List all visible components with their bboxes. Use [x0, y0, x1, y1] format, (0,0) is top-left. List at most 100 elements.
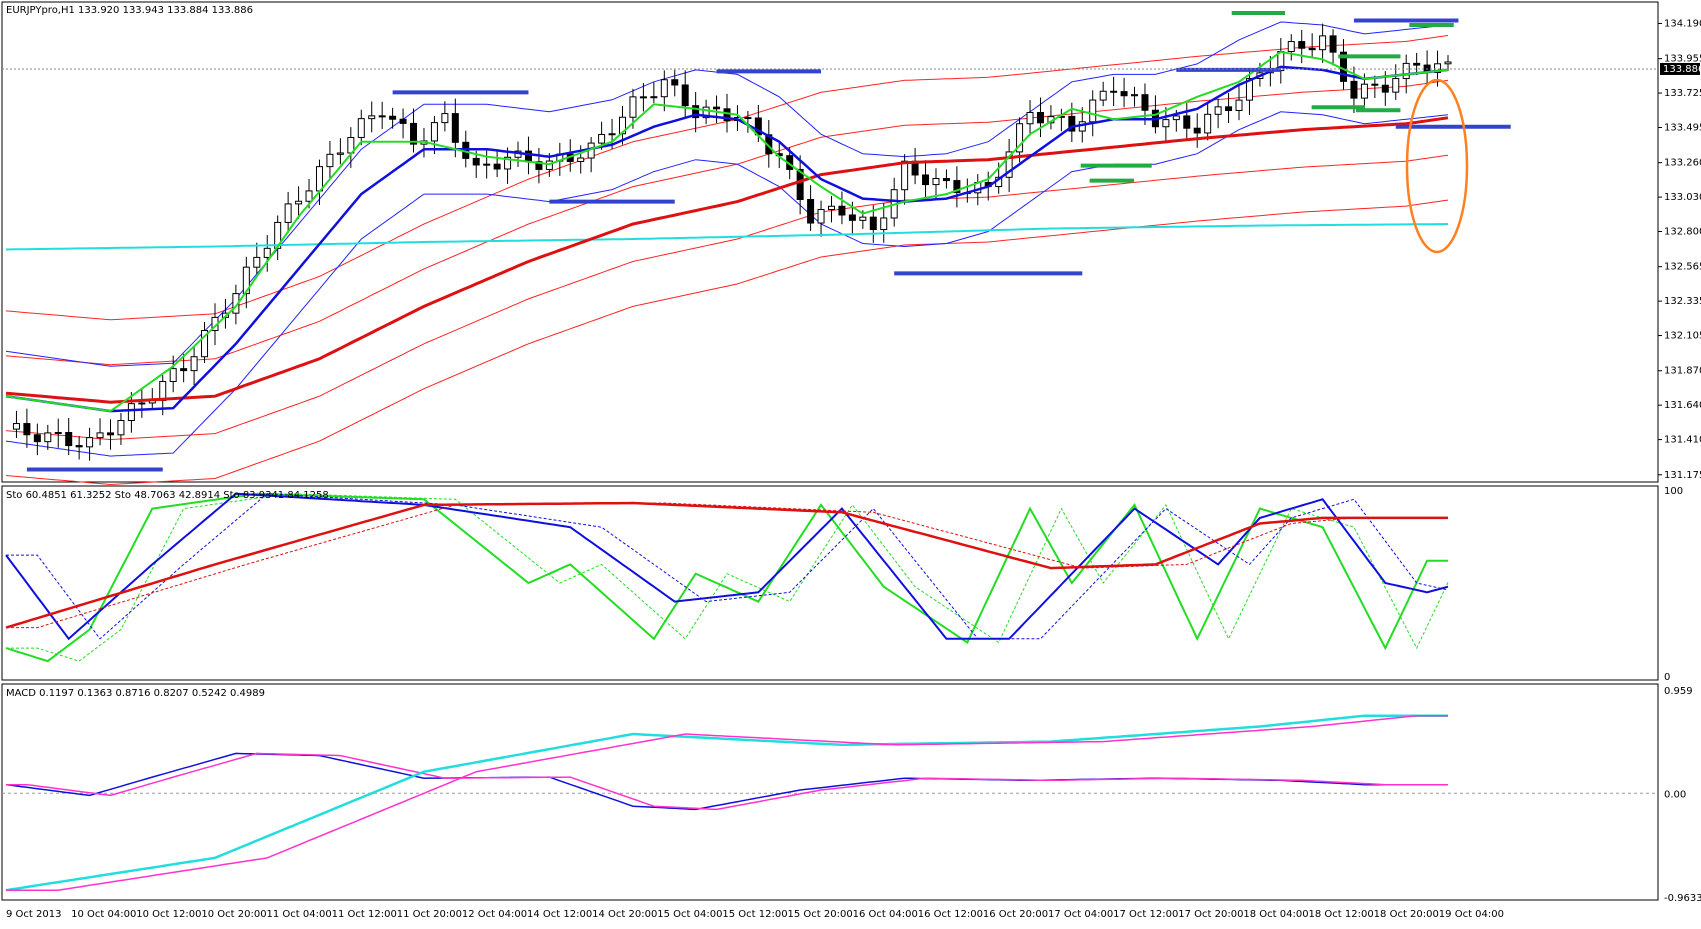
- candle-body: [1444, 61, 1452, 65]
- candle-body: [263, 247, 271, 258]
- time-tick-label: 18 Oct 12:00: [1309, 909, 1374, 920]
- candle-body: [65, 431, 73, 447]
- red-envelope-3: [5, 199, 1449, 486]
- macd-signal-slow: [6, 714, 1448, 891]
- candle-body: [169, 368, 177, 383]
- price-tick-label: 131.175: [1664, 470, 1701, 481]
- candle-body: [180, 368, 188, 372]
- candle-body: [1350, 80, 1358, 99]
- candle-body: [608, 133, 616, 136]
- stochastic-signal-1: [6, 493, 1449, 640]
- candle-body: [54, 431, 62, 434]
- cyan-ma-line: [5, 223, 1449, 251]
- stochastic-tick-label: 0: [1664, 672, 1670, 683]
- candle-body: [483, 163, 491, 166]
- highlight-ellipse: [1405, 78, 1469, 254]
- moving-averages-layer: [5, 50, 1449, 413]
- candle-body: [127, 403, 135, 421]
- time-tick-label: 16 Oct 20:00: [983, 909, 1048, 920]
- candle-body: [1089, 99, 1097, 123]
- candle-body: [357, 118, 365, 138]
- candle-body: [1360, 83, 1368, 99]
- candle-body: [1434, 63, 1442, 74]
- time-tick-label: 15 Oct 20:00: [788, 909, 853, 920]
- candle-body: [807, 198, 815, 224]
- stochastic-signal-0: [6, 493, 1449, 662]
- stochastic-tick-label: 100: [1664, 486, 1683, 497]
- candle-body: [504, 156, 512, 170]
- candle-body: [305, 190, 313, 202]
- candle-body: [1162, 119, 1170, 128]
- time-tick-label: 14 Oct 20:00: [592, 909, 657, 920]
- candle-body: [253, 256, 261, 268]
- candle-body: [1235, 99, 1243, 112]
- candle-body: [535, 161, 543, 170]
- candle-body: [524, 150, 532, 163]
- time-tick-label: 19 Oct 04:00: [1439, 909, 1504, 920]
- stochastic-line-2: [5, 501, 1448, 629]
- macd-panel-header: MACD 0.1197 0.1363 0.8716 0.8207 0.5242 …: [6, 688, 265, 699]
- candle-body: [472, 157, 480, 166]
- candle-body: [619, 116, 627, 135]
- green-ma-line: [5, 50, 1449, 413]
- candle-body: [1110, 90, 1118, 93]
- time-tick-label: 11 Oct 20:00: [397, 909, 462, 920]
- time-tick-label: 15 Oct 12:00: [722, 909, 787, 920]
- candle-body: [650, 96, 658, 99]
- macd-panel: [1, 683, 1659, 901]
- candle-body: [1099, 90, 1107, 101]
- macd-tick-label: -0.9633: [1664, 893, 1701, 904]
- candle-body: [869, 216, 877, 231]
- macd-lines-layer: [5, 714, 1448, 892]
- candle-body: [1371, 83, 1379, 86]
- candle-body: [117, 419, 125, 436]
- price-panel-header: EURJPYpro,H1 133.920 133.943 133.884 133…: [6, 5, 253, 16]
- candle-body: [660, 79, 668, 98]
- candle-body: [901, 160, 909, 191]
- time-tick-label: 16 Oct 12:00: [918, 909, 983, 920]
- candle-body: [1225, 106, 1233, 112]
- candle-body: [1193, 127, 1201, 134]
- time-tick-label: 16 Oct 04:00: [853, 909, 918, 920]
- candle-body: [1298, 41, 1306, 49]
- candle-body: [1381, 84, 1389, 93]
- candle-body: [274, 221, 282, 249]
- candle-body: [545, 160, 553, 170]
- time-tick-label: 11 Oct 12:00: [332, 909, 397, 920]
- candle-body: [1402, 62, 1410, 80]
- candle-body: [796, 168, 804, 200]
- candle-body: [1183, 115, 1191, 129]
- candle-body: [1036, 111, 1044, 124]
- candle-body: [389, 115, 397, 120]
- time-axis-labels: 9 Oct 2013 10 Oct 04:00 10 Oct 12:00 10 Oct…: [6, 909, 1504, 920]
- candle-body: [744, 117, 752, 120]
- candle-body: [1131, 94, 1139, 97]
- candle-body: [1141, 94, 1149, 111]
- price-tick-label: 131.410: [1664, 435, 1701, 446]
- candle-body: [106, 432, 114, 436]
- candle-body: [577, 157, 585, 162]
- candle-body: [1329, 35, 1337, 53]
- candle-body: [12, 423, 20, 430]
- price-tick-label: 134.190: [1664, 18, 1701, 29]
- price-tick-label: 132.335: [1664, 296, 1701, 307]
- candle-body: [942, 178, 950, 182]
- candle-body: [671, 79, 679, 86]
- levels-layer: [2, 10, 1658, 472]
- time-tick-label: 18 Oct 04:00: [1243, 909, 1308, 920]
- candle-body: [838, 205, 846, 216]
- time-tick-label: 12 Oct 04:00: [462, 909, 527, 920]
- candle-body: [493, 163, 501, 170]
- price-tick-label: 131.870: [1664, 366, 1701, 377]
- time-tick-label: 10 Oct 12:00: [136, 909, 201, 920]
- candle-body: [692, 105, 700, 119]
- candle-body: [1214, 106, 1222, 115]
- candle-body: [430, 122, 438, 142]
- time-tick-label: 15 Oct 04:00: [657, 909, 722, 920]
- price-tick-label: 133.955: [1664, 54, 1701, 65]
- stochastic-panel: [1, 485, 1659, 681]
- candle-body: [702, 106, 710, 119]
- blue-ma-line: [5, 65, 1449, 413]
